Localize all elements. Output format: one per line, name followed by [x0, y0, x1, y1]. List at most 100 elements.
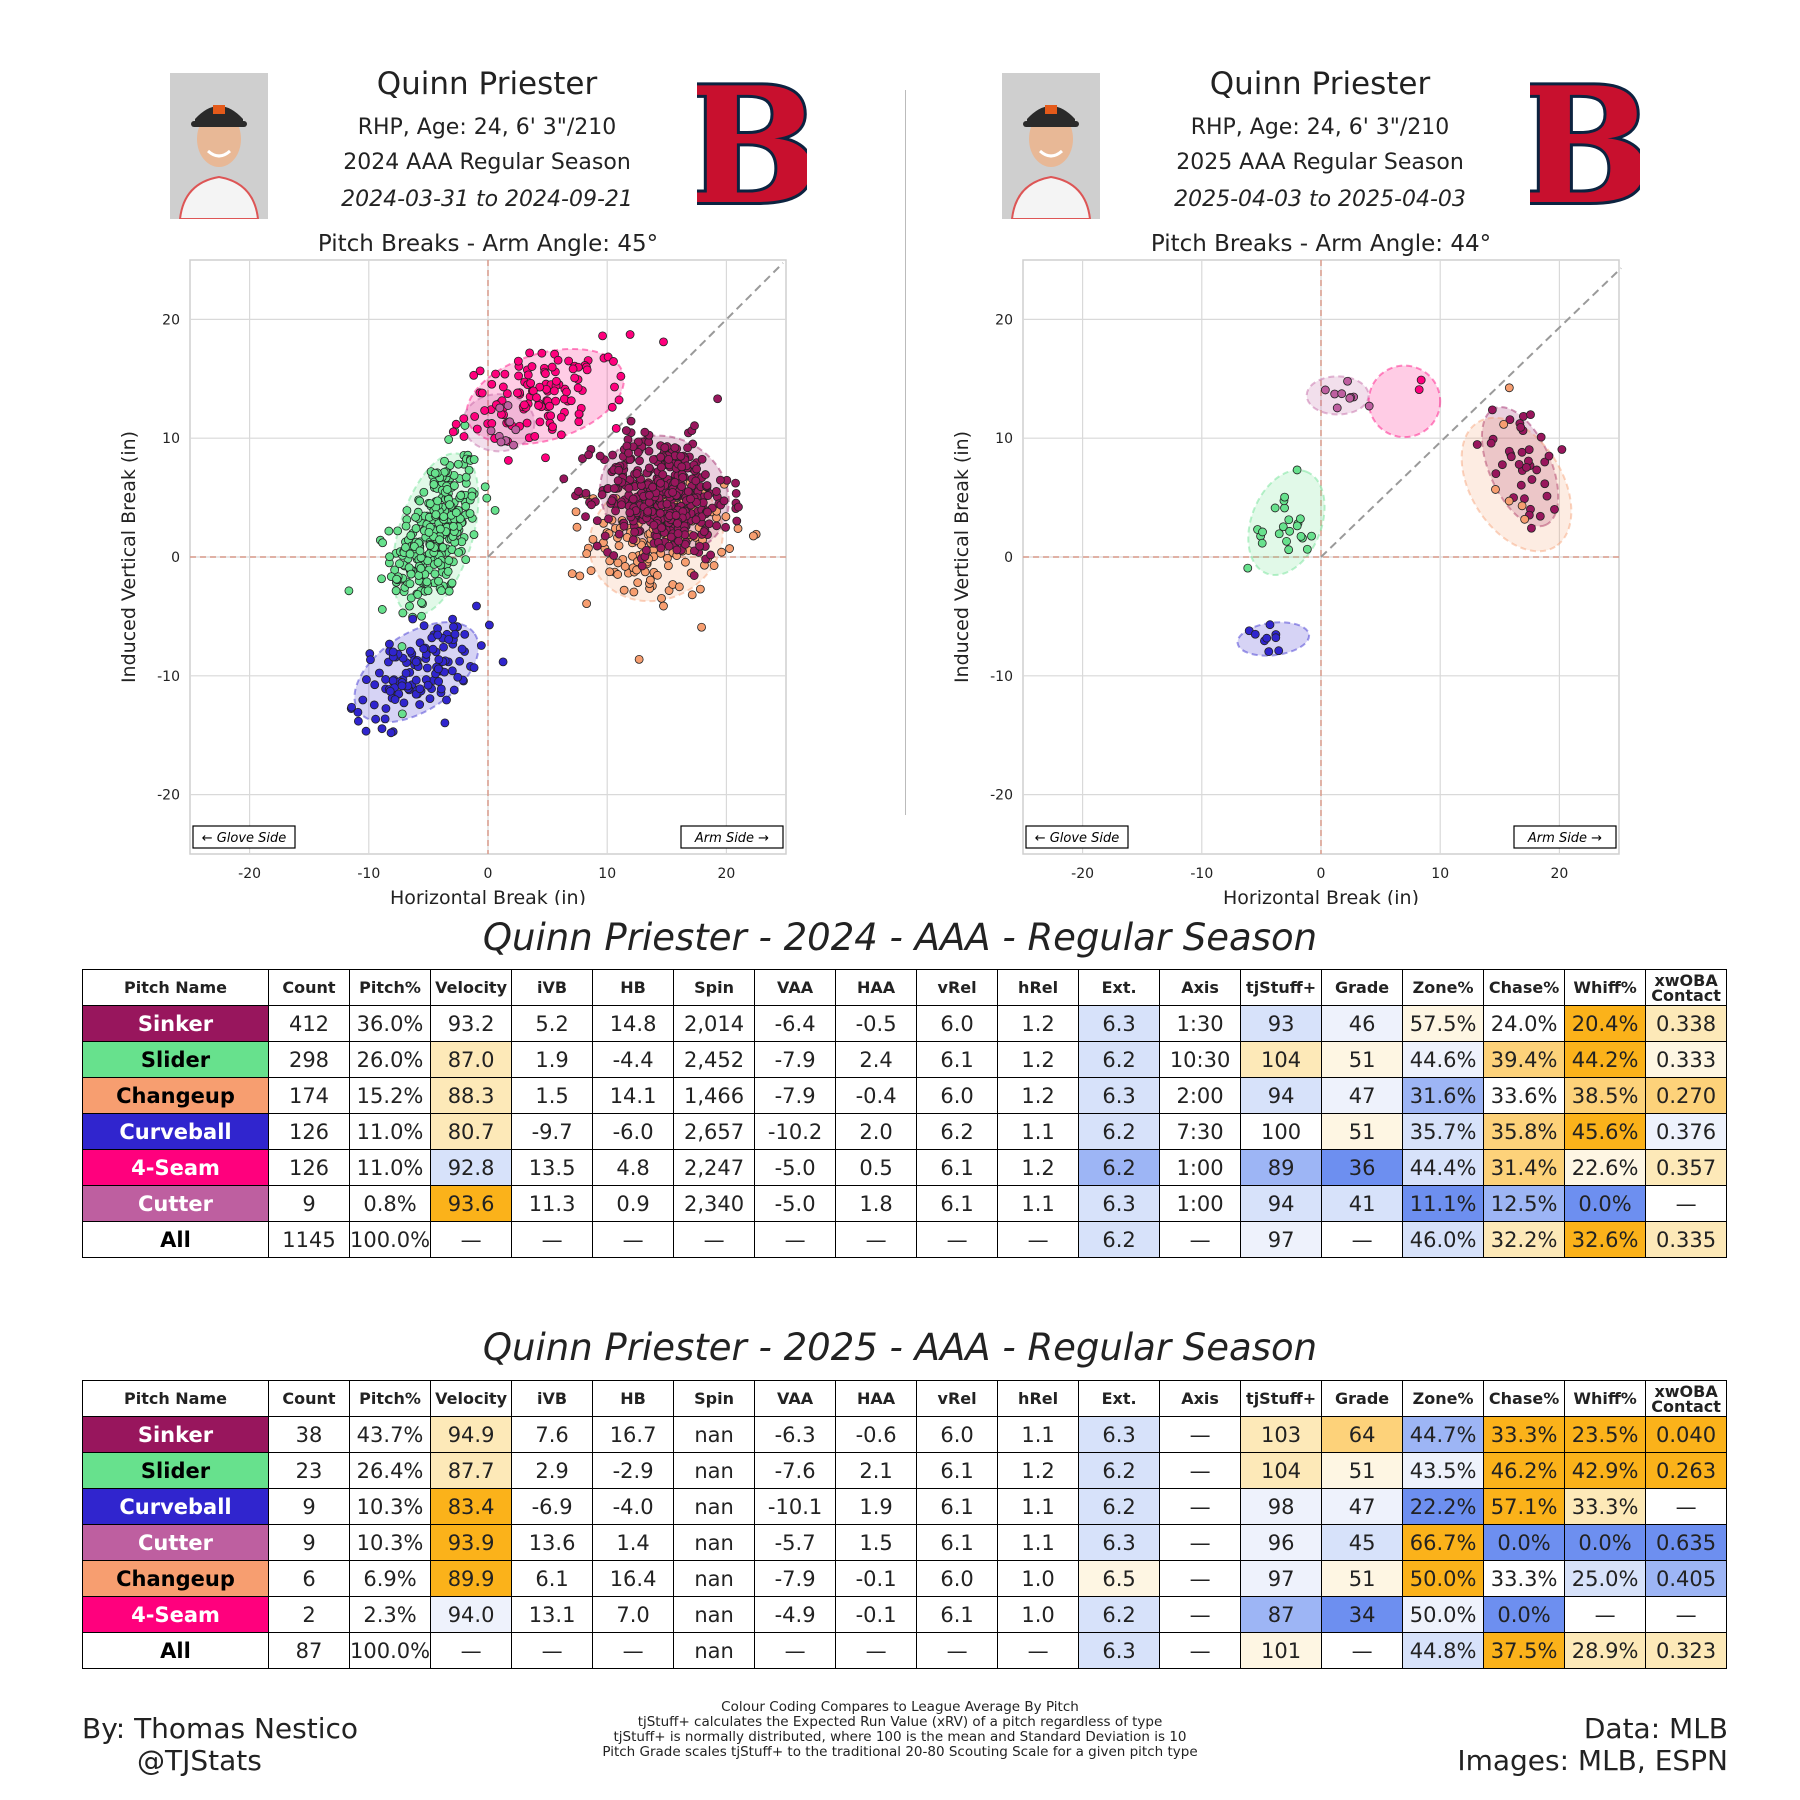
pitch-point-changeup [586, 566, 596, 576]
pitch-point-changeup [1499, 419, 1509, 429]
cell-count: 87 [268, 1632, 350, 1669]
pitch-point-4-seam [548, 422, 558, 432]
pitch-point-slider [378, 538, 388, 548]
pitch-point-slider [393, 526, 403, 536]
pitch-point-curveball [371, 714, 381, 724]
pitch-point-curveball [353, 716, 363, 726]
pitch-point-sinker [713, 394, 723, 404]
pitch-point-sinker [664, 541, 674, 551]
cell-axis: — [1159, 1632, 1242, 1669]
cell-vaa: -7.6 [754, 1452, 837, 1489]
cell-haa: -0.5 [835, 1005, 918, 1042]
column-header-pitch: Pitch% [348, 969, 432, 1006]
cell-vaa: -6.3 [754, 1416, 837, 1453]
pitch-point-sinker [1536, 432, 1546, 442]
cell-vrel: 6.1 [916, 1041, 999, 1078]
pitch-point-4-seam [553, 355, 563, 365]
cell-whiff: 42.9% [1564, 1452, 1647, 1489]
pitch-point-slider [397, 642, 407, 651]
pitch-point-curveball [415, 700, 425, 709]
cell-hb: 7.0 [592, 1596, 675, 1633]
cell-grade: 36 [1321, 1149, 1404, 1186]
pitch-point-slider [377, 605, 387, 614]
cell-zone: 66.7% [1402, 1524, 1485, 1561]
pitch-point-slider [1280, 503, 1289, 513]
pitch-point-sinker [630, 527, 640, 537]
cell-chase: 0.0% [1483, 1524, 1566, 1561]
cell-whiff: — [1564, 1596, 1647, 1633]
cell-pitch: 26.4% [348, 1452, 432, 1489]
pitch-point-slider [425, 541, 435, 550]
arm-side-label-box [1513, 825, 1617, 849]
cell-axis: — [1159, 1452, 1242, 1489]
pitch-point-4-seam [475, 366, 485, 376]
pitch-point-changeup [571, 507, 581, 517]
cell-ext: 6.5 [1078, 1560, 1161, 1597]
pitch-point-sinker [559, 474, 569, 484]
pitch-point-curveball [449, 622, 458, 632]
pitch-point-slider [402, 506, 412, 515]
pitch-point-changeup [645, 575, 655, 585]
pitch-point-sinker [637, 561, 647, 571]
cell-tjstuff: 97 [1240, 1221, 1323, 1258]
y-tick-label: 10 [162, 431, 180, 447]
footnote-line: tjStuff+ calculates the Expected Run Val… [637, 1714, 1163, 1730]
pitch-point-sinker [645, 490, 654, 500]
cell-haa: 2.1 [835, 1452, 918, 1489]
cell-tjstuff: 97 [1240, 1560, 1323, 1597]
pitch-point-sinker [1518, 411, 1528, 421]
cell-ext: 6.2 [1078, 1149, 1161, 1186]
column-header-ivb: iVB [511, 969, 594, 1006]
pitch-point-curveball [422, 663, 432, 673]
pitch-point-4-seam [582, 365, 592, 375]
cell-hb: 14.8 [592, 1005, 675, 1042]
pitch-point-sinker [640, 427, 650, 437]
pitch-point-sinker [626, 416, 636, 426]
pitch-point-4-seam [527, 362, 537, 371]
table-header-row: Pitch Name Count Pitch% Velocity iVB HB Spin VA… [82, 969, 1728, 1006]
pitch-name-cell: Cutter [82, 1185, 269, 1222]
column-header-hrel: hRel [997, 1380, 1080, 1417]
svg-text:B: B [697, 72, 807, 222]
cell-hrel: 1.1 [997, 1113, 1080, 1150]
pitch-point-slider [1243, 563, 1253, 573]
pitch-point-curveball [440, 718, 450, 728]
table-row: 4-Seam 2 2.3% 94.0 13.1 7.0 nan -4.9 -0.1 6.1 1.0 6… [82, 1596, 1728, 1633]
cell-spin: nan [673, 1560, 756, 1597]
cell-grade: 41 [1321, 1185, 1404, 1222]
pitch-point-curveball [419, 621, 429, 631]
pitch-point-curveball [433, 664, 443, 674]
pitch-point-slider [442, 485, 452, 494]
pitch-point-sinker [1516, 422, 1526, 432]
cell-xwoba-contact: — [1645, 1596, 1728, 1633]
cell-haa: 1.5 [835, 1524, 918, 1561]
cell-haa: — [835, 1221, 918, 1258]
cell-tjstuff: 89 [1240, 1149, 1323, 1186]
pitch-point-slider [469, 455, 479, 464]
pitch-point-slider [423, 586, 433, 596]
column-header-whiff: Whiff% [1564, 1380, 1647, 1417]
cell-zone: 31.6% [1402, 1077, 1485, 1114]
cell-tjstuff: 100 [1240, 1113, 1323, 1150]
pitch-point-changeup [709, 561, 719, 570]
pitch-point-4-seam [568, 364, 578, 374]
cell-ivb: 13.6 [511, 1524, 594, 1561]
cell-haa: 2.0 [835, 1113, 918, 1150]
pitch-point-sinker [1557, 445, 1567, 454]
cell-xwoba-contact: 0.405 [1645, 1560, 1728, 1597]
cell-tjstuff: 98 [1240, 1488, 1323, 1525]
pitch-point-4-seam [541, 369, 550, 379]
cell-ivb: 5.2 [511, 1005, 594, 1042]
pitch-point-sinker [633, 447, 643, 457]
pitch-point-sinker [658, 470, 668, 480]
pitch-point-curveball [460, 629, 470, 639]
cell-whiff: 25.0% [1564, 1560, 1647, 1597]
pitch-name-cell: Curveball [82, 1113, 269, 1150]
cell-pitch: 36.0% [348, 1005, 432, 1042]
cell-ext: 6.2 [1078, 1452, 1161, 1489]
x-tick-label: 0 [1317, 866, 1326, 882]
cell-tjstuff: 96 [1240, 1524, 1323, 1561]
cell-pitch: 10.3% [348, 1524, 432, 1561]
pitch-point-curveball [433, 630, 443, 640]
cell-hrel: 1.1 [997, 1524, 1080, 1561]
